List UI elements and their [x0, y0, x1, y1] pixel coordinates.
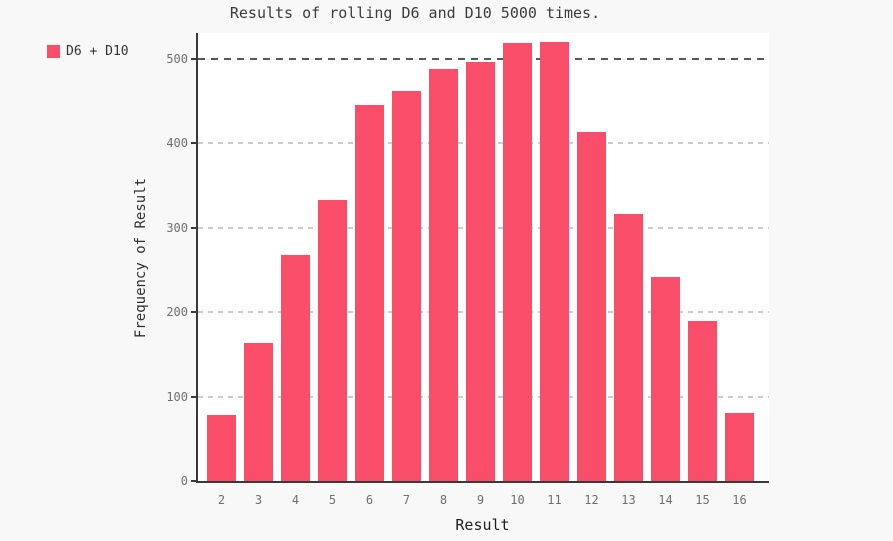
y-tick-mark-400 [191, 142, 196, 144]
bar-11 [540, 42, 569, 481]
gridline-major-500 [198, 57, 769, 60]
legend-label: D6 + D10 [66, 44, 129, 59]
bar-15 [688, 321, 717, 481]
bar-3 [244, 343, 273, 481]
x-axis-title: Result [455, 516, 510, 534]
bar-6 [355, 105, 384, 481]
x-tick-label-11: 11 [547, 493, 562, 507]
chart-title: Results of rolling D6 and D10 5000 times… [229, 4, 601, 22]
y-tick-label-0: 0 [180, 474, 188, 488]
bar-14 [651, 277, 680, 481]
y-tick-mark-500 [191, 57, 196, 60]
y-tick-label-200: 200 [166, 305, 188, 319]
y-tick-mark-0 [191, 480, 196, 482]
y-tick-label-100: 100 [166, 389, 188, 404]
bar-10 [503, 43, 532, 481]
y-tick-mark-200 [191, 311, 196, 313]
x-tick-label-15: 15 [695, 493, 710, 507]
bar-13 [614, 214, 643, 481]
y-tick-label-400: 400 [166, 136, 188, 150]
bar-8 [429, 69, 458, 481]
bar-16 [725, 413, 754, 481]
y-tick-label-500: 500 [166, 51, 188, 66]
bar-12 [577, 132, 606, 481]
x-tick-label-10: 10 [510, 493, 525, 507]
legend: D6 + D10 [47, 44, 129, 59]
x-tick-label-2: 2 [217, 493, 226, 507]
x-tick-label-13: 13 [621, 493, 636, 507]
legend-swatch-icon [47, 45, 60, 58]
bar-5 [318, 200, 347, 481]
y-tick-mark-100 [191, 395, 196, 398]
y-tick-mark-300 [191, 226, 196, 229]
x-tick-label-5: 5 [328, 493, 337, 507]
x-tick-label-7: 7 [402, 493, 411, 507]
x-tick-label-9: 9 [476, 493, 485, 507]
x-tick-label-16: 16 [732, 493, 747, 507]
bar-2 [207, 415, 236, 481]
x-tick-label-14: 14 [658, 493, 673, 507]
x-tick-label-4: 4 [291, 493, 300, 507]
y-tick-label-300: 300 [166, 220, 188, 235]
x-tick-label-6: 6 [365, 493, 374, 507]
x-tick-label-3: 3 [254, 493, 263, 507]
x-tick-label-12: 12 [584, 493, 599, 507]
bar-7 [392, 91, 421, 481]
x-tick-label-8: 8 [439, 493, 448, 507]
plot-area [196, 33, 769, 483]
bar-9 [466, 62, 495, 481]
bar-4 [281, 255, 310, 481]
